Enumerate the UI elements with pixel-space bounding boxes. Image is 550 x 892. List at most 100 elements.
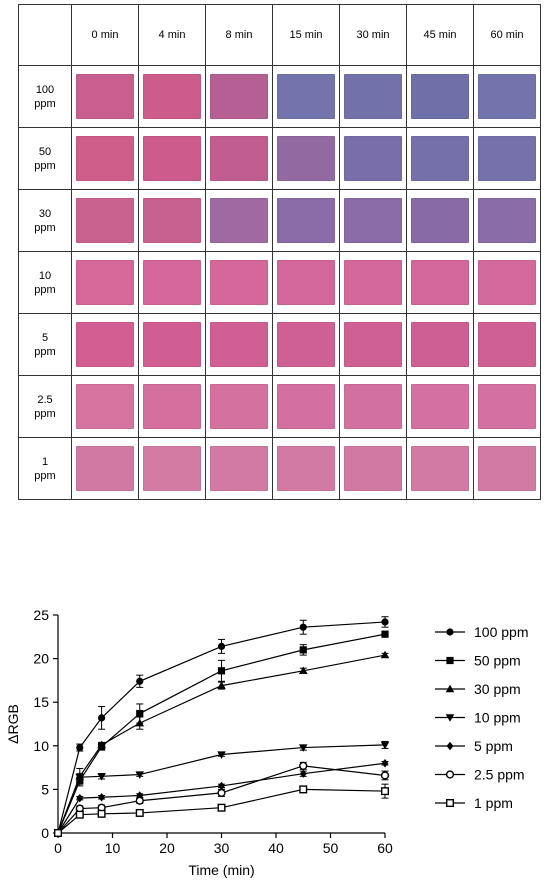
swatch-cell — [138, 375, 206, 438]
y-axis-title: ΔRGB — [5, 704, 21, 744]
time-header-15: 15 min — [272, 4, 340, 66]
data-point — [97, 740, 106, 749]
data-point — [380, 741, 390, 750]
swatch-cell — [71, 127, 139, 190]
swatch-cell — [272, 437, 340, 500]
color-swatch-photo — [143, 322, 201, 367]
swatch-cell — [473, 437, 541, 500]
swatch-cell — [205, 313, 273, 376]
data-point — [380, 771, 390, 780]
color-swatch-photo — [210, 384, 268, 429]
swatch-cell — [138, 251, 206, 314]
concentration-row: 5 ppm — [18, 313, 541, 376]
swatch-cell — [71, 189, 139, 252]
concentration-row: 1 ppm — [18, 437, 541, 500]
swatch-cell — [473, 189, 541, 252]
color-swatch-photo — [76, 446, 134, 491]
swatch-cell — [406, 313, 474, 376]
concentration-label: 50 ppm — [18, 127, 72, 190]
data-point — [76, 793, 84, 803]
grid-corner-cell — [18, 4, 72, 66]
data-point — [381, 787, 390, 796]
swatch-cell — [406, 189, 474, 252]
x-tick-label: 50 — [323, 840, 339, 856]
swatch-cell — [339, 65, 407, 128]
data-point — [217, 751, 226, 759]
series-line — [57, 762, 386, 834]
color-swatch-photo — [277, 446, 335, 491]
data-point — [299, 785, 308, 794]
concentration-value: 2.5 — [37, 393, 53, 406]
data-point — [217, 681, 226, 689]
series-1-ppm — [54, 783, 390, 837]
concentration-value: 100 — [35, 83, 55, 96]
color-swatch-photo — [478, 74, 536, 119]
concentration-unit: ppm — [34, 159, 56, 172]
concentration-value: 10 — [38, 269, 52, 282]
data-point — [380, 650, 390, 659]
concentration-label: 10 ppm — [18, 251, 72, 314]
x-tick-label: 10 — [105, 840, 121, 856]
legend-marker — [445, 770, 455, 779]
data-point — [298, 744, 308, 752]
time-header-4: 4 min — [138, 4, 206, 66]
concentration-unit: ppm — [34, 283, 56, 296]
swatch-cell — [205, 65, 273, 128]
data-point — [381, 618, 389, 626]
data-point — [217, 667, 226, 675]
concentration-row: 100 ppm — [18, 65, 541, 128]
color-swatch-photo — [411, 136, 469, 181]
y-tick-label: 15 — [33, 694, 49, 710]
swatch-cell — [406, 375, 474, 438]
data-point — [98, 793, 105, 802]
color-swatch-photo — [210, 322, 268, 367]
color-swatch-photo — [143, 136, 201, 181]
swatch-cell — [138, 437, 206, 500]
data-point — [75, 810, 84, 819]
color-swatch-photo — [76, 322, 134, 367]
swatch-cell — [272, 251, 340, 314]
data-point — [135, 796, 144, 805]
swatch-cell — [272, 313, 340, 376]
color-swatch-photo — [143, 384, 201, 429]
color-swatch-photo — [344, 260, 402, 305]
data-point — [135, 718, 145, 727]
time-header-60: 60 min — [473, 4, 541, 66]
y-tick-label: 0 — [41, 825, 49, 841]
swatch-cell — [473, 375, 541, 438]
colorimetric-response-grid: 0 min 4 min 8 min 15 min 30 min 45 min 6… — [18, 4, 541, 500]
color-swatch-photo — [277, 384, 335, 429]
swatch-cell — [339, 251, 407, 314]
concentration-unit: ppm — [34, 469, 56, 482]
data-point — [298, 666, 308, 675]
color-swatch-photo — [411, 198, 469, 243]
data-point — [75, 773, 85, 782]
data-point — [218, 781, 225, 791]
y-tick-label: 10 — [33, 738, 49, 754]
data-point — [299, 761, 308, 770]
data-point — [381, 759, 389, 768]
concentration-label: 30 ppm — [18, 189, 72, 252]
time-header-45: 45 min — [406, 4, 474, 66]
swatch-cell — [71, 313, 139, 376]
color-swatch-photo — [210, 198, 268, 243]
concentration-row: 50 ppm — [18, 127, 541, 190]
concentration-value: 30 — [38, 207, 52, 220]
color-swatch-photo — [344, 384, 402, 429]
legend-marker — [445, 714, 455, 722]
swatch-cell — [205, 437, 273, 500]
x-tick-label: 30 — [214, 840, 230, 856]
data-point — [299, 646, 307, 654]
swatch-cell — [339, 313, 407, 376]
color-swatch-photo — [478, 446, 536, 491]
concentration-row: 10 ppm — [18, 251, 541, 314]
legend-label: 30 ppm — [474, 681, 521, 697]
legend-marker — [445, 684, 455, 693]
legend-marker — [446, 798, 455, 807]
data-point — [54, 828, 63, 837]
legend-label: 100 ppm — [474, 624, 528, 640]
color-swatch-photo — [411, 260, 469, 305]
concentration-label: 5 ppm — [18, 313, 72, 376]
legend-label: 10 ppm — [474, 710, 521, 726]
swatch-cell — [205, 127, 273, 190]
